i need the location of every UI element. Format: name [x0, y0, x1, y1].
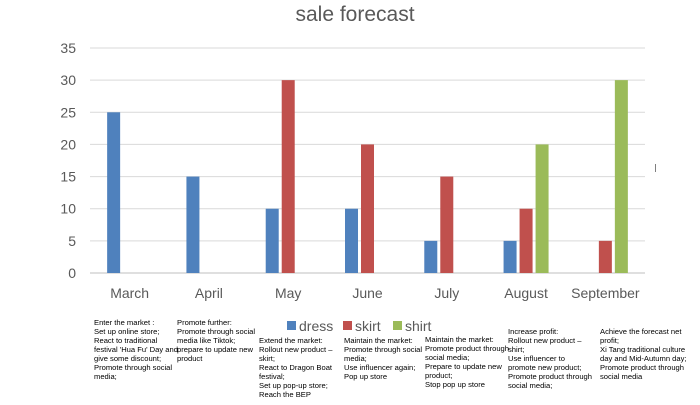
bar-dress-may: [265, 208, 279, 273]
bar-dress-july: [424, 240, 438, 273]
bar-skirt-may: [281, 80, 295, 274]
note-may: Extend the market: Rollout new product –…: [259, 336, 333, 399]
y-tick-label: 30: [60, 72, 76, 88]
y-tick-label: 10: [60, 201, 76, 217]
legend-label-dress: dress: [299, 318, 333, 334]
bar-skirt-june: [361, 144, 374, 273]
x-axis-categories: March April May June July August September: [110, 285, 640, 301]
chart-title: sale forecast: [295, 3, 414, 26]
note-march: Enter the market : Set up online store; …: [94, 318, 178, 381]
bar-skirt-august: [519, 208, 533, 273]
note-august: Increase profit: Rollout new product – s…: [508, 327, 593, 390]
bar-shirt-august: [535, 144, 549, 273]
x-category-label: April: [195, 285, 223, 301]
x-category-label: August: [504, 285, 548, 301]
x-category-label: July: [434, 285, 459, 301]
legend: dress skirt shirt: [287, 318, 432, 334]
y-tick-label: 5: [68, 233, 76, 249]
legend-swatch-shirt: [393, 321, 402, 330]
legend-swatch-dress: [287, 321, 296, 330]
x-category-label: May: [275, 285, 301, 301]
note-june: Maintain the market: Promote through soc…: [344, 336, 423, 381]
y-tick-label: 25: [60, 104, 76, 120]
y-tick-label: 20: [60, 136, 76, 152]
bars: [107, 80, 628, 274]
bar-dress-march: [107, 112, 121, 274]
x-category-label: September: [571, 285, 640, 301]
y-axis-ticks: 0 5 10 15 20 25 30 35: [60, 40, 76, 281]
bar-skirt-september: [598, 240, 612, 273]
legend-label-skirt: skirt: [355, 318, 381, 334]
edge-mark: [655, 164, 656, 172]
bar-dress-april: [186, 176, 200, 273]
y-tick-label: 0: [68, 265, 76, 281]
x-category-label: March: [110, 285, 149, 301]
note-april: Promote further: Promote through social …: [177, 318, 256, 363]
bar-dress-august: [503, 240, 517, 273]
bar-dress-june: [345, 208, 358, 273]
legend-label-shirt: shirt: [405, 318, 432, 334]
note-july: Maintain the market: Promote product thr…: [425, 335, 510, 389]
bar-shirt-september: [614, 80, 628, 274]
y-tick-label: 15: [60, 169, 76, 185]
bar-skirt-july: [440, 176, 454, 273]
note-september: Achieve the forecast net profit; Xi Tang…: [600, 327, 687, 381]
legend-swatch-skirt: [343, 321, 352, 330]
x-category-label: June: [352, 285, 383, 301]
y-tick-label: 35: [60, 40, 76, 56]
